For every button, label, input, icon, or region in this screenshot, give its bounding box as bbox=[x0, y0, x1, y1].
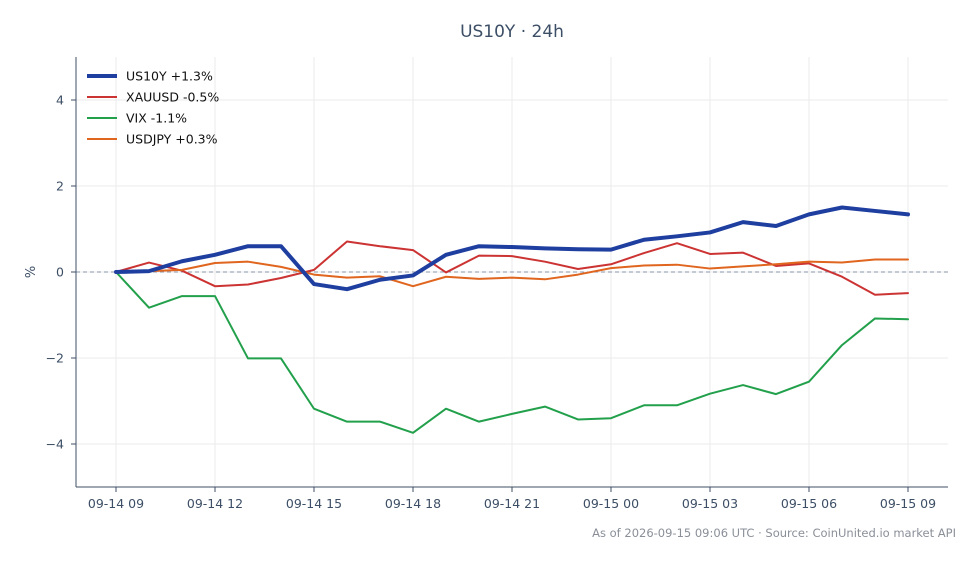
x-tick-label: 09-14 09 bbox=[88, 496, 144, 511]
legend: US10Y +1.3% XAUUSD -0.5% VIX -1.1% USDJPY +… bbox=[87, 69, 219, 147]
series-line-usdjpy bbox=[115, 258, 909, 288]
y-tick-label: 2 bbox=[56, 179, 64, 194]
legend-label-us10y: US10Y +1.3% bbox=[126, 69, 213, 84]
legend-label-usdjpy: USDJPY +0.3% bbox=[126, 132, 218, 147]
x-tick-label: 09-15 09 bbox=[880, 496, 936, 511]
x-tick-label: 09-14 15 bbox=[286, 496, 342, 511]
y-ticks: 4 2 0 −2 −4 bbox=[46, 93, 76, 452]
legend-label-xauusd: XAUUSD -0.5% bbox=[126, 90, 219, 105]
x-tick-label: 09-15 06 bbox=[781, 496, 837, 511]
x-tick-label: 09-15 00 bbox=[583, 496, 639, 511]
grid bbox=[76, 57, 948, 487]
footer-source: As of 2026-09-15 09:06 UTC · Source: Coi… bbox=[592, 526, 956, 540]
legend-label-vix: VIX -1.1% bbox=[126, 111, 187, 126]
y-tick-label: 4 bbox=[56, 93, 64, 108]
series-line-us10y bbox=[114, 205, 910, 292]
y-tick-label: −4 bbox=[46, 437, 64, 452]
y-tick-label: 0 bbox=[56, 265, 64, 280]
series-line-xauusd bbox=[115, 240, 909, 296]
x-tick-label: 09-14 18 bbox=[385, 496, 441, 511]
series-lines bbox=[114, 205, 910, 434]
y-tick-label: −2 bbox=[46, 351, 64, 366]
y-axis-label: % bbox=[24, 266, 39, 278]
x-tick-label: 09-14 12 bbox=[187, 496, 243, 511]
x-tick-label: 09-15 03 bbox=[682, 496, 738, 511]
chart-title: US10Y · 24h bbox=[460, 22, 564, 42]
x-tick-label: 09-14 21 bbox=[484, 496, 540, 511]
x-ticks: 09-14 09 09-14 12 09-14 15 09-14 18 09-14 21… bbox=[88, 487, 936, 511]
series-line-vix bbox=[115, 271, 909, 434]
